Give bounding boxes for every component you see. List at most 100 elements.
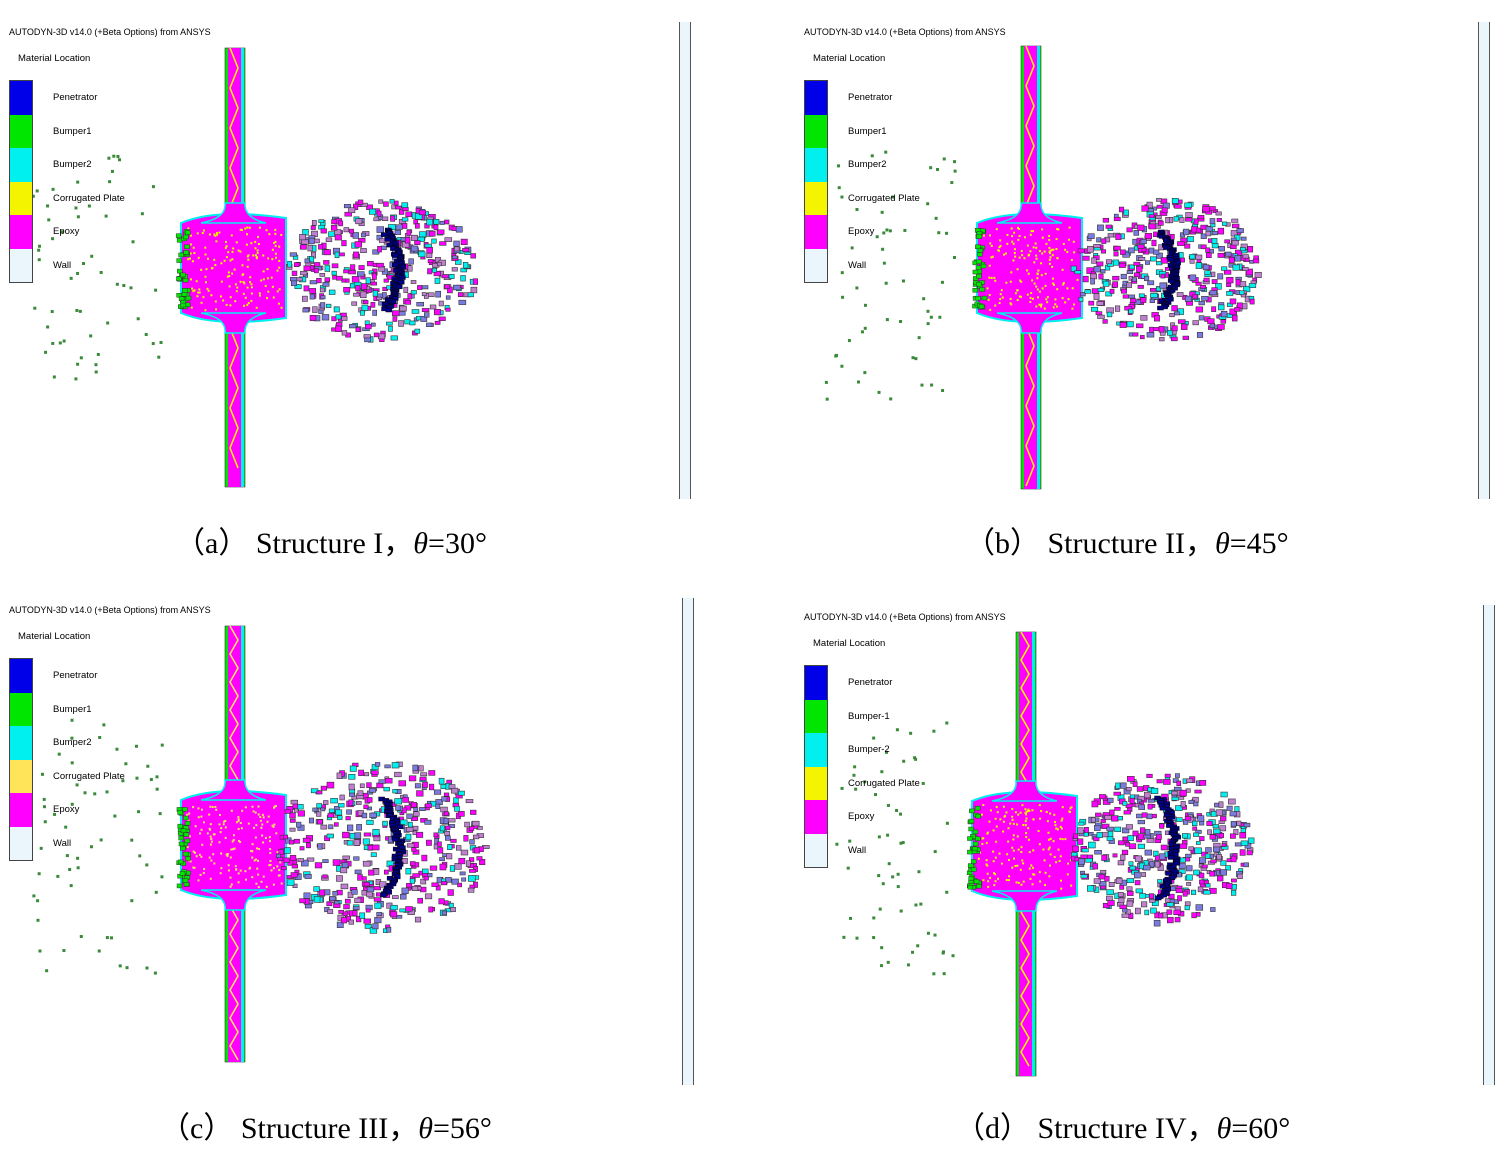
corrugated-fragment (1069, 807, 1072, 810)
bumper1-debris (847, 339, 851, 343)
debris-fragment (414, 783, 421, 789)
debris-fragment (348, 774, 356, 780)
corrugated-fragment (1010, 303, 1013, 306)
corrugated-fragment (1051, 265, 1054, 268)
debris-fragment (445, 295, 451, 300)
debris-fragment (1196, 227, 1202, 233)
penetrator-fragment (397, 279, 405, 285)
legend-swatch-c-4 (10, 793, 32, 827)
bumper1-debris (872, 736, 876, 740)
corrugated-fragment (999, 239, 1002, 242)
debris-fragment (1082, 255, 1090, 261)
corrugated-fragment (269, 848, 272, 851)
debris-fragment (470, 253, 476, 259)
corrugated-fragment (201, 843, 204, 846)
debris-fragment (1210, 907, 1216, 912)
penetrator-fragment (381, 232, 388, 237)
debris-fragment (1125, 842, 1130, 847)
debris-fragment (1133, 261, 1141, 266)
bumper1-debris (37, 248, 41, 252)
bumper1-debris (89, 334, 93, 338)
corrugated-fragment (1052, 840, 1055, 843)
debris-fragment (445, 877, 452, 883)
debris-fragment (1212, 824, 1220, 829)
debris-fragment (1146, 813, 1153, 820)
debris-fragment (293, 262, 300, 267)
debris-fragment (1176, 780, 1182, 787)
corrugated-fragment (1055, 861, 1058, 864)
debris-fragment (297, 810, 305, 817)
bumper1-fragment (968, 876, 974, 881)
debris-fragment (1190, 889, 1197, 895)
corrugated-fragment (264, 836, 267, 839)
debris-fragment (336, 772, 343, 779)
corrugated-fragment (1002, 830, 1005, 833)
bumper1-debris (888, 229, 892, 233)
debris-fragment (1206, 820, 1213, 826)
debris-fragment (405, 833, 412, 841)
corrugated-fragment (278, 245, 281, 248)
corrugated-fragment (197, 291, 200, 294)
bumper1-debris (933, 850, 937, 854)
bumper1-debris (834, 354, 838, 358)
bumper1-debris (76, 362, 80, 366)
debris-fragment (329, 895, 336, 901)
bumper1-fragment (970, 834, 976, 839)
bumper1-debris (841, 295, 845, 299)
debris-fragment (322, 874, 328, 879)
debris-fragment (1114, 826, 1122, 833)
corrugated-fragment (1016, 226, 1019, 229)
debris-fragment (1156, 252, 1163, 259)
corrugated-fragment (1026, 810, 1029, 813)
corrugated-fragment (1013, 857, 1016, 860)
bumper1-debris (160, 743, 164, 747)
bumper1-fragment (967, 863, 974, 868)
corrugated-fragment (988, 820, 991, 823)
debris-fragment (356, 801, 362, 805)
corrugated-fragment (273, 242, 276, 245)
debris-fragment (1205, 230, 1212, 237)
corrugated-fragment (1031, 866, 1034, 869)
corrugated-fragment (225, 303, 228, 306)
debris-fragment (382, 820, 388, 827)
debris-fragment (433, 832, 439, 838)
bumper1-debris (942, 157, 946, 161)
debris-fragment (1168, 893, 1175, 900)
corrugated-fragment (982, 804, 985, 807)
corrugated-fragment (1049, 249, 1052, 252)
corrugated-fragment (1067, 862, 1070, 865)
corrugated-fragment (227, 251, 230, 254)
corrugated-fragment (257, 873, 260, 876)
corrugated-fragment (1009, 302, 1012, 305)
debris-fragment (361, 812, 368, 819)
caption-value-d: =60° (1231, 1112, 1291, 1145)
debris-fragment (314, 268, 319, 274)
corrugated-fragment (235, 821, 238, 824)
corrugated-fragment (260, 880, 263, 883)
corrugated-fragment (262, 841, 265, 844)
debris-fragment (1106, 311, 1113, 318)
bumper1-debris (840, 271, 844, 275)
bumper1-debris (857, 380, 861, 384)
bumper1-debris (942, 972, 946, 976)
corrugated-fragment (206, 257, 209, 260)
debris-fragment (1074, 270, 1082, 275)
corrugated-fragment (267, 815, 270, 818)
corrugated-fragment (246, 233, 249, 236)
corrugated-fragment (218, 231, 221, 234)
corrugated-fragment (1021, 859, 1024, 862)
bumper1-debris (32, 894, 36, 898)
corrugated-fragment (278, 259, 281, 262)
debris-fragment (1184, 901, 1191, 907)
corrugated-fragment (1026, 293, 1029, 296)
corrugated-fragment (187, 258, 190, 261)
corrugated-fragment (1032, 230, 1035, 233)
corrugated-fragment (198, 288, 201, 291)
corrugated-fragment (224, 836, 227, 839)
debris-fragment (1146, 838, 1155, 843)
debris-fragment (1113, 213, 1119, 218)
bumper1-debris (151, 342, 155, 346)
bumper1-fragment (975, 265, 982, 271)
bumper1-debris (895, 728, 899, 732)
corrugated-fragment (1057, 848, 1060, 851)
